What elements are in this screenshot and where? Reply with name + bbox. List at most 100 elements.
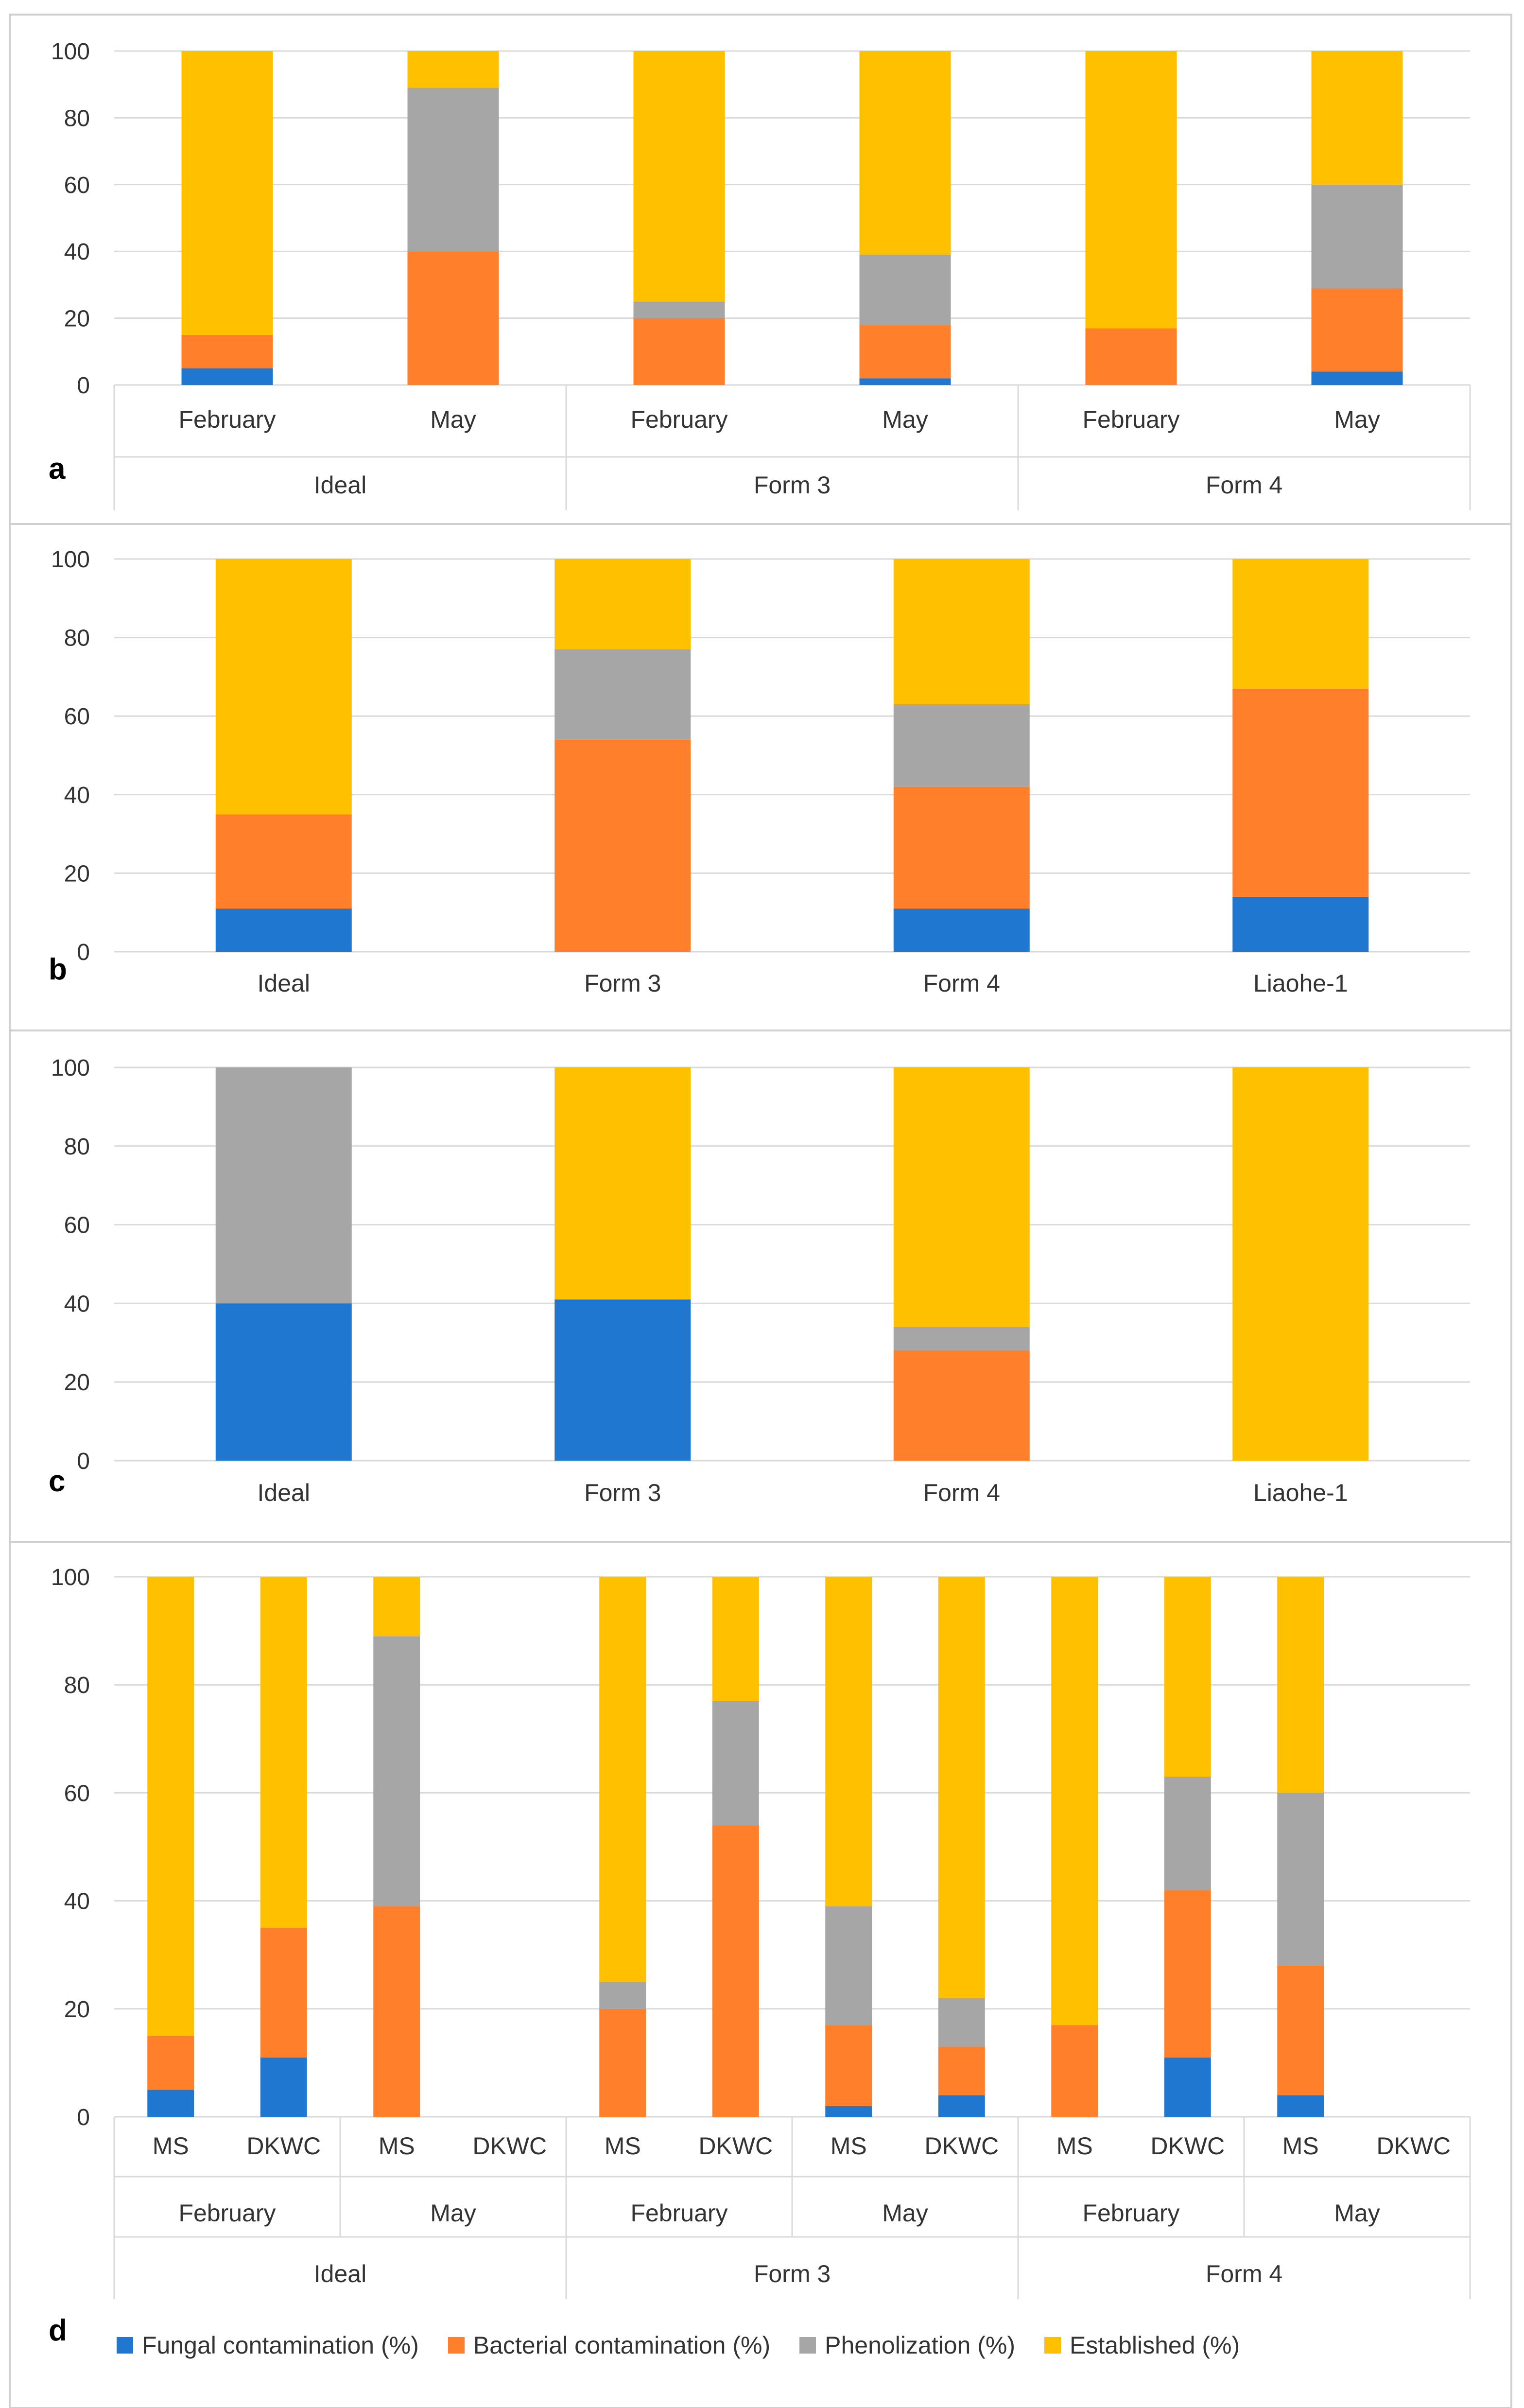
y-tick-label: 40 xyxy=(64,239,90,265)
bar-bacterial xyxy=(893,786,1030,909)
y-tick-label: 40 xyxy=(64,1291,90,1317)
legend-label-fungal: Fungal contamination (%) xyxy=(142,2332,419,2359)
bar-bacterial xyxy=(407,251,499,385)
bar-established xyxy=(938,1577,985,1998)
panel-a: 0 20 40 60 80 100 February May February May Februa… xyxy=(9,14,1512,525)
bar-fungal xyxy=(215,908,352,952)
bar-phenolization xyxy=(215,1067,352,1304)
bar-bacterial xyxy=(1051,2025,1098,2117)
legend-item-phenolization: Phenolization (%) xyxy=(799,2331,1015,2359)
bar-fungal xyxy=(893,908,1030,952)
x-category-label: Ideal xyxy=(258,970,310,997)
x-group-label: Form 4 xyxy=(1206,2260,1282,2287)
panel-letter: a xyxy=(49,452,66,486)
x-subgroup-label: May xyxy=(430,2199,476,2227)
y-tick-label: 20 xyxy=(64,306,90,332)
x-category-label: MS xyxy=(1282,2132,1319,2160)
bar-bacterial xyxy=(712,1825,759,2117)
x-subgroup-label: February xyxy=(178,2199,276,2227)
x-subgroup-label: May xyxy=(1334,2199,1380,2227)
y-tick-label: 100 xyxy=(51,1055,90,1081)
bar-fungal xyxy=(260,2057,307,2117)
x-category-label: MS xyxy=(605,2132,641,2160)
x-category-label: MS xyxy=(379,2132,415,2160)
bar-fungal xyxy=(147,2090,194,2117)
bar-phenolization xyxy=(859,255,951,325)
x-group-label: Form 4 xyxy=(1206,471,1282,499)
y-tick-label: 40 xyxy=(64,783,90,808)
y-tick-label: 60 xyxy=(64,1213,90,1239)
x-category-label: February xyxy=(630,406,727,433)
bar-bacterial xyxy=(1085,328,1177,385)
x-category-label: Form 4 xyxy=(923,1479,1000,1506)
bar-bacterial xyxy=(554,739,691,952)
legend-item-established: Established (%) xyxy=(1044,2331,1240,2359)
bar-established xyxy=(859,51,951,255)
y-tick-label: 60 xyxy=(64,1780,90,1806)
bar-established xyxy=(260,1577,307,1928)
bar-bacterial xyxy=(938,2046,985,2095)
legend-item-bacterial: Bacterial contamination (%) xyxy=(448,2331,770,2359)
legend-item-fungal: Fungal contamination (%) xyxy=(117,2331,419,2359)
x-category-label: Liaohe-1 xyxy=(1253,1479,1348,1506)
y-tick-label: 100 xyxy=(51,39,90,65)
x-category-label: Form 4 xyxy=(923,970,1000,997)
x-category-label: MS xyxy=(153,2132,189,2160)
y-tick-label: 40 xyxy=(64,1889,90,1915)
bar-established xyxy=(1232,1067,1369,1461)
y-tick-label: 60 xyxy=(64,173,90,198)
bar-established xyxy=(633,51,725,302)
x-subgroup-label: February xyxy=(630,2199,727,2227)
x-category-label: May xyxy=(882,406,928,433)
bar-phenolization xyxy=(633,301,725,318)
bar-phenolization xyxy=(554,649,691,740)
legend-label-bacterial: Bacterial contamination (%) xyxy=(473,2332,771,2359)
legend: Fungal contamination (%) Bacterial conta… xyxy=(117,2328,1240,2362)
bar-established xyxy=(1051,1577,1098,2025)
y-tick-label: 60 xyxy=(64,704,90,730)
x-group-label: Ideal xyxy=(314,2260,366,2287)
x-subgroup-label: February xyxy=(1082,2199,1179,2227)
bar-phenolization xyxy=(1311,184,1403,288)
bar-bacterial xyxy=(147,2036,194,2090)
x-category-label: DKWC xyxy=(246,2132,321,2160)
bar-phenolization xyxy=(712,1701,759,1826)
x-category-label: May xyxy=(1334,406,1380,433)
bar-established xyxy=(1277,1577,1324,1793)
bar-bacterial xyxy=(1311,288,1403,372)
bar-established xyxy=(373,1577,420,1637)
bar-established xyxy=(215,559,352,815)
bar-phenolization xyxy=(407,87,499,252)
bar-fungal xyxy=(938,2095,985,2117)
bar-phenolization xyxy=(1164,1777,1211,1890)
x-category-label: DKWC xyxy=(924,2132,999,2160)
x-group-label: Form 3 xyxy=(754,2260,831,2287)
y-tick-label: 20 xyxy=(64,861,90,887)
bar-bacterial xyxy=(825,2025,872,2106)
x-category-label: DKWC xyxy=(698,2132,773,2160)
bar-established xyxy=(1085,51,1177,329)
bar-established xyxy=(712,1577,759,1701)
x-category-label: DKWC xyxy=(1150,2132,1225,2160)
legend-label-established: Established (%) xyxy=(1070,2332,1240,2359)
bar-established xyxy=(1311,51,1403,185)
bar-bacterial xyxy=(1164,1890,1211,2058)
bar-established xyxy=(599,1577,646,1982)
bar-established xyxy=(554,559,691,649)
bar-phenolization xyxy=(893,1326,1030,1351)
x-category-label: February xyxy=(1082,406,1179,433)
bar-phenolization xyxy=(893,704,1030,787)
y-tick-label: 80 xyxy=(64,105,90,131)
bar-phenolization xyxy=(373,1636,420,1906)
bar-established xyxy=(825,1577,872,1906)
bar-phenolization xyxy=(1277,1793,1324,1966)
bar-established xyxy=(181,51,273,335)
y-tick-label: 100 xyxy=(51,1565,90,1590)
bar-fungal xyxy=(554,1299,691,1461)
panel-letter: d xyxy=(49,2314,67,2347)
bar-established xyxy=(407,51,499,88)
panel-letter: c xyxy=(49,1465,65,1498)
y-tick-label: 0 xyxy=(77,1448,90,1474)
y-tick-label: 0 xyxy=(77,940,90,965)
